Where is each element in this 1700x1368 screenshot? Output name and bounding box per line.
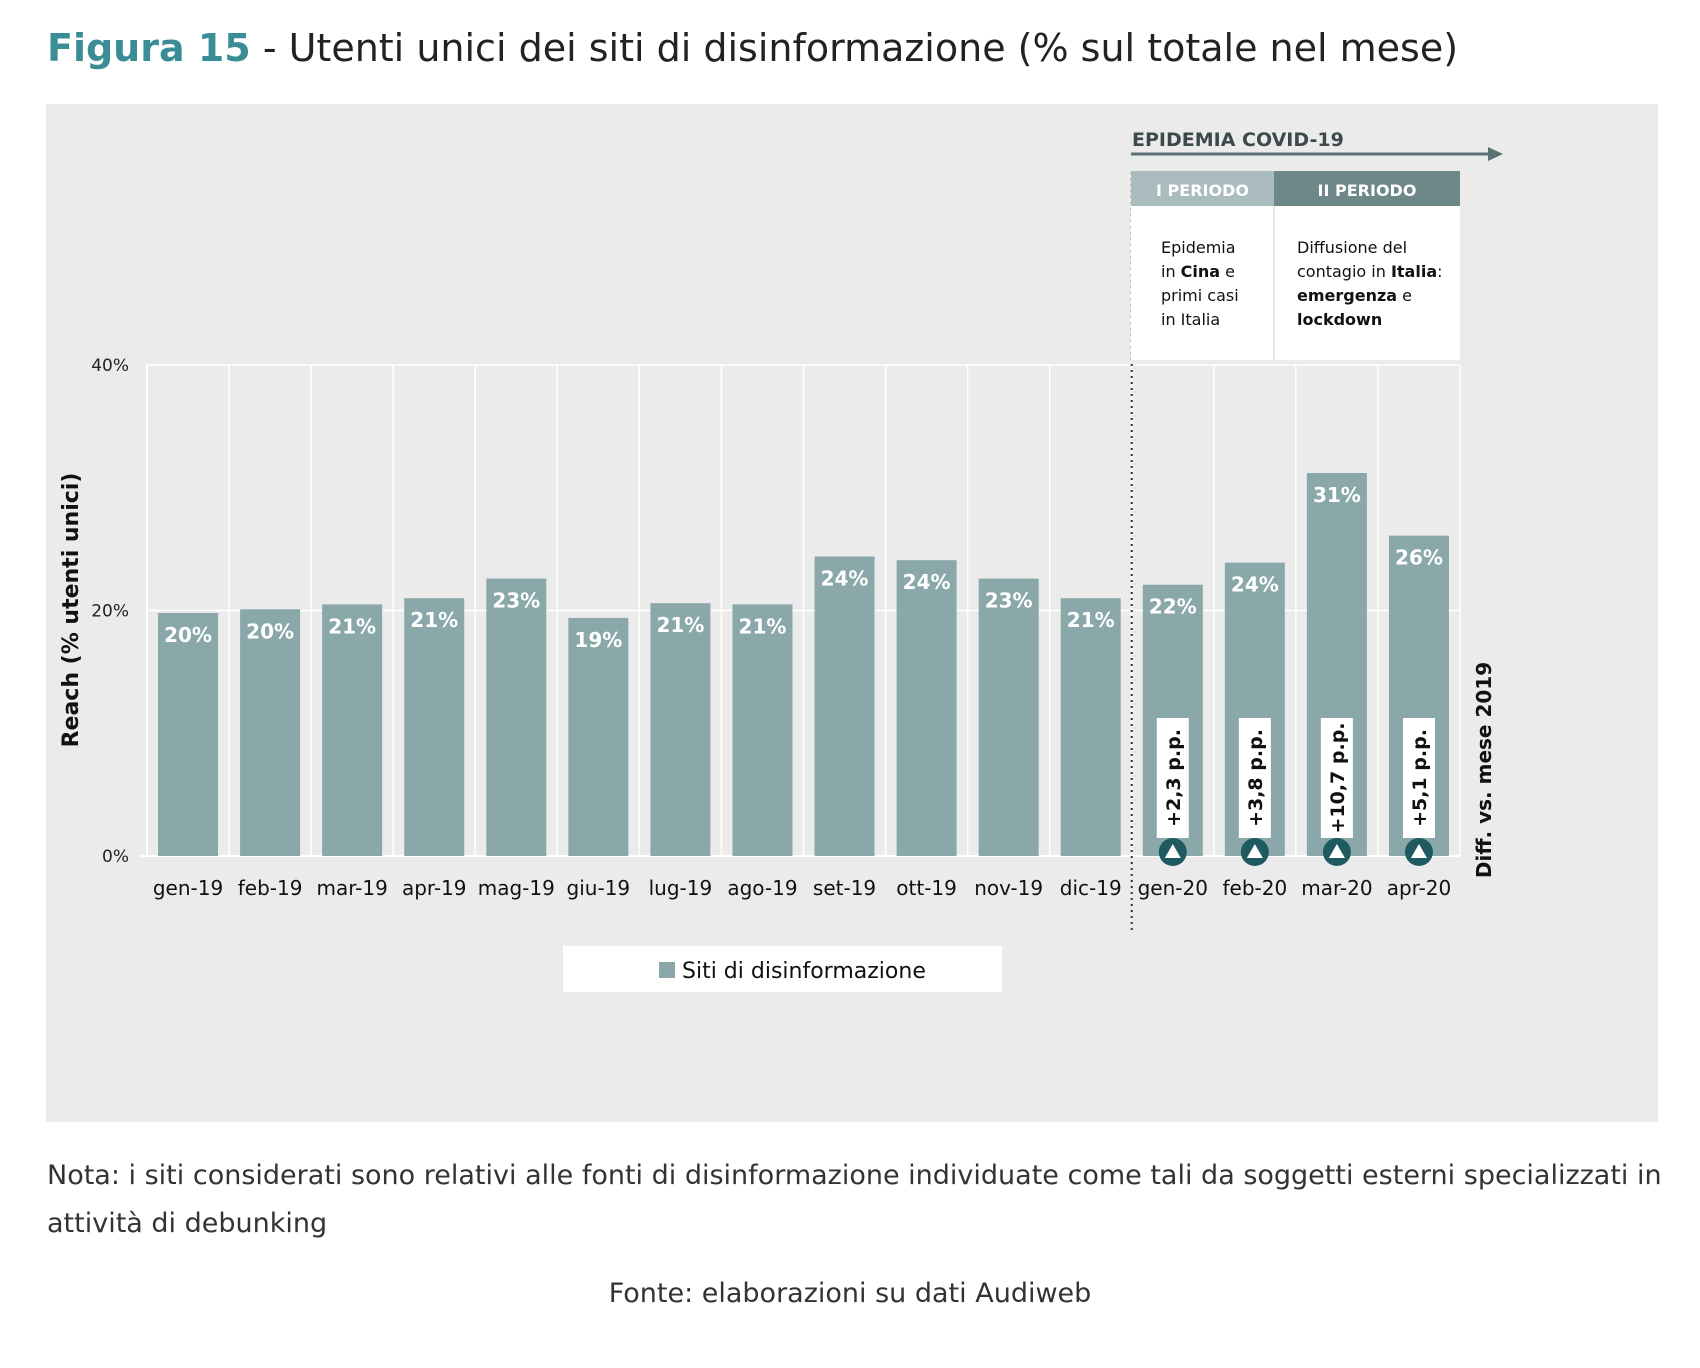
diff-label: +3,8 p.p.: [1245, 729, 1267, 827]
description-segment: :: [1437, 262, 1442, 281]
source-line: Fonte: elaborazioni su dati Audiweb: [608, 1278, 1092, 1309]
y-tick-label: 40%: [91, 356, 129, 376]
bar: [404, 598, 465, 856]
period1-description-line: Epidemia: [1161, 238, 1236, 257]
period2-header: [1274, 171, 1460, 206]
bar-value-label: 21%: [1067, 608, 1115, 632]
period2-description-line: emergenza e: [1297, 286, 1412, 305]
description-segment: Epidemia: [1161, 238, 1236, 257]
diff-axis-label: Diff. vs. mese 2019: [1472, 662, 1496, 878]
period2-description-line: contagio in Italia:: [1297, 262, 1443, 281]
period2-description-line: lockdown: [1297, 310, 1382, 329]
x-tick-label: feb-20: [1222, 876, 1287, 900]
description-segment: e: [1397, 286, 1412, 305]
bar-value-label: 21%: [739, 614, 787, 638]
bar-value-label: 23%: [985, 589, 1033, 613]
period2-description-line: Diffusione del: [1297, 238, 1407, 257]
bar-value-label: 22%: [1149, 595, 1197, 619]
period1-description-line: in Cina e: [1161, 262, 1235, 281]
period1-description-line: primi casi: [1161, 286, 1239, 305]
legend-label: Siti di disinformazione: [682, 959, 926, 984]
bar: [1060, 598, 1121, 856]
bar: [486, 578, 547, 856]
period2-label: II PERIODO: [1318, 181, 1417, 200]
x-tick-label: ott-19: [896, 876, 957, 900]
diff-label: +2,3 p.p.: [1163, 729, 1185, 827]
description-segment: lockdown: [1297, 310, 1382, 329]
x-tick-label: mag-19: [478, 876, 555, 900]
bar: [896, 560, 957, 856]
bar: [814, 556, 875, 856]
description-segment: Cina: [1181, 262, 1220, 281]
x-tick-label: giu-19: [567, 876, 631, 900]
description-segment: in: [1161, 262, 1181, 281]
period1-description-line: in Italia: [1161, 310, 1220, 329]
bar-value-label: 24%: [903, 570, 951, 594]
legend-swatch: [659, 962, 675, 978]
x-tick-label: ago-19: [727, 876, 797, 900]
bar-value-label: 21%: [656, 613, 704, 637]
period1-header: [1131, 171, 1274, 206]
diff-label-box: [1320, 718, 1353, 838]
figure-title-text: Utenti unici dei siti di disinformazione…: [288, 26, 1459, 70]
up-triangle-icon: [1164, 844, 1181, 858]
bar-value-label: 24%: [1231, 573, 1279, 597]
diff-label-box: [1238, 718, 1271, 838]
x-tick-label: nov-19: [974, 876, 1043, 900]
diff-label: +5,1 p.p.: [1409, 729, 1431, 827]
x-tick-label: feb-19: [238, 876, 303, 900]
figure-number: Figura 15: [47, 26, 251, 70]
diff-label-box: [1156, 718, 1189, 838]
figure-title: Figura 15 - Utenti unici dei siti di dis…: [47, 22, 1458, 74]
x-tick-label: gen-20: [1138, 876, 1208, 900]
description-segment: e: [1220, 262, 1235, 281]
figure-title-separator: -: [250, 26, 289, 70]
y-axis-label: Reach (% utenti unici): [59, 473, 84, 748]
y-tick-label: 0%: [102, 847, 129, 867]
x-tick-label: lug-19: [649, 876, 713, 900]
up-triangle-icon: [1246, 844, 1263, 858]
bar-value-label: 26%: [1395, 546, 1443, 570]
bar-value-label: 20%: [246, 619, 294, 643]
bar-value-label: 19%: [574, 628, 622, 652]
description-segment: contagio in: [1297, 262, 1391, 281]
footnote: Nota: i siti considerati sono relativi a…: [47, 1160, 1662, 1239]
bar-value-label: 24%: [821, 566, 869, 590]
description-segment: emergenza: [1297, 286, 1397, 305]
bar: [732, 604, 793, 856]
arrow-right-icon: [1488, 147, 1503, 161]
x-tick-label: gen-19: [153, 876, 223, 900]
description-segment: in Italia: [1161, 310, 1220, 329]
y-tick-label: 20%: [91, 602, 129, 622]
up-triangle-icon: [1410, 844, 1427, 858]
bar: [650, 603, 711, 856]
description-segment: primi casi: [1161, 286, 1239, 305]
bar-value-label: 21%: [328, 614, 376, 638]
covid-header: EPIDEMIA COVID-19: [1132, 129, 1344, 151]
diff-label: +10,7 p.p.: [1327, 722, 1349, 833]
x-tick-label: mar-20: [1301, 876, 1372, 900]
period1-label: I PERIODO: [1156, 181, 1249, 200]
bar-value-label: 21%: [410, 608, 458, 632]
description-segment: Diffusione del: [1297, 238, 1407, 257]
legend-box: [563, 946, 1002, 992]
bar: [568, 617, 629, 856]
bar-value-label: 31%: [1313, 483, 1361, 507]
diff-label-box: [1402, 718, 1435, 838]
x-tick-label: set-19: [813, 876, 876, 900]
up-triangle-icon: [1328, 844, 1345, 858]
bar: [978, 578, 1039, 856]
bar: [240, 609, 301, 856]
x-tick-label: apr-19: [402, 876, 467, 900]
x-tick-label: apr-20: [1387, 876, 1452, 900]
period-description-box: [1131, 206, 1460, 360]
bar: [158, 612, 219, 856]
bar: [322, 604, 383, 856]
bar-value-label: 20%: [164, 623, 212, 647]
x-tick-label: dic-19: [1060, 876, 1122, 900]
x-tick-label: mar-19: [316, 876, 387, 900]
description-segment: Italia: [1391, 262, 1437, 281]
bar-value-label: 23%: [492, 589, 540, 613]
